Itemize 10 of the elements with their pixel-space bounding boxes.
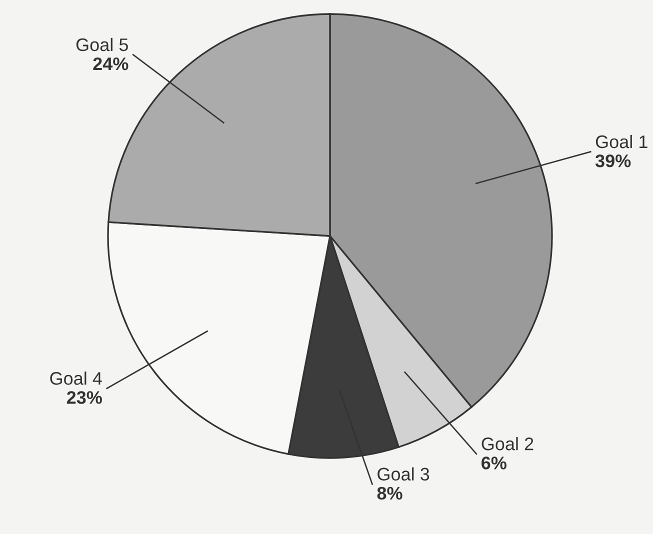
data-label: 23% xyxy=(66,391,102,404)
data-label: 6% xyxy=(482,456,506,470)
slice-label: Goal 4 xyxy=(50,372,102,385)
slice-label: Goal 3 xyxy=(378,467,430,481)
data-label: 8% xyxy=(377,486,402,500)
data-label: 39% xyxy=(595,154,631,168)
slice-label: Goal 2 xyxy=(482,437,534,450)
slice-label: Goal 1 xyxy=(596,134,648,148)
slice-label: Goal 5 xyxy=(76,38,128,52)
data-label: 24% xyxy=(93,57,128,70)
